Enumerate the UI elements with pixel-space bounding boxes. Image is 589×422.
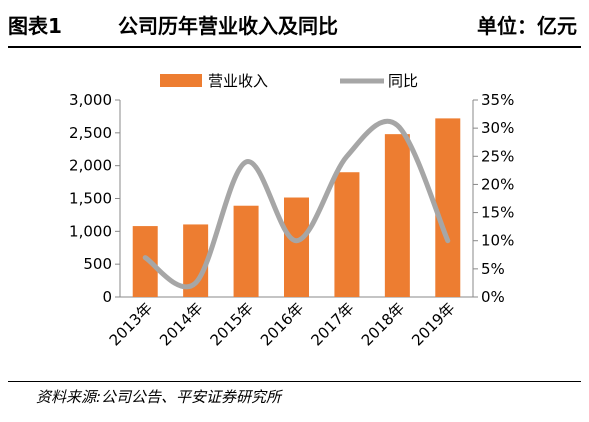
revenue-bar xyxy=(384,134,410,297)
source-note: 资料来源:公司公告、平安证券研究所 xyxy=(36,388,282,406)
figure-title: 公司历年营业收入及同比 xyxy=(118,13,338,38)
revenue-bar xyxy=(284,197,309,297)
y-right-tick-label: 20% xyxy=(481,175,514,193)
legend: 营业收入 同比 xyxy=(160,72,418,90)
legend-label-revenue: 营业收入 xyxy=(208,72,268,90)
footer-rule xyxy=(8,381,581,382)
legend-swatch-bar xyxy=(160,74,202,87)
legend-label-yoy: 同比 xyxy=(388,72,418,90)
yoy-line-group xyxy=(142,118,451,290)
x-tick-label: 2018年 xyxy=(358,299,408,349)
y-left-tick-label: 500 xyxy=(83,255,112,273)
y-right-tick-label: 0% xyxy=(481,288,505,306)
x-tick-label: 2015年 xyxy=(207,299,257,349)
y-right-tick-label: 25% xyxy=(481,147,514,165)
y-left-tick-label: 3,000 xyxy=(69,91,112,109)
x-tick-label: 2019年 xyxy=(408,299,458,349)
revenue-bar xyxy=(132,226,158,297)
y-left-tick-label: 0 xyxy=(102,288,112,306)
unit-label: 单位：亿元 xyxy=(477,13,577,38)
x-tick-label: 2013年 xyxy=(106,299,156,349)
y-left-tick-label: 1,500 xyxy=(69,190,112,208)
revenue-chart: 营业收入 同比 0 500 1,000 1,500 2,000 2,500 3,000 0% 5… xyxy=(69,72,514,349)
y-right-tick-label: 15% xyxy=(481,204,514,222)
x-tick-label: 2017年 xyxy=(307,299,357,349)
y-left-tick-label: 2,500 xyxy=(69,124,112,142)
x-tick-label: 2016年 xyxy=(257,299,307,349)
y-right-tick-label: 5% xyxy=(481,260,505,278)
y-left-tick-label: 2,000 xyxy=(69,157,112,175)
x-tick-label: 2014年 xyxy=(156,299,206,349)
revenue-bar xyxy=(435,118,461,298)
y-right-tick-label: 10% xyxy=(481,232,514,250)
revenue-bar xyxy=(233,205,259,297)
y-right-tick-label: 30% xyxy=(481,119,514,137)
figure-header: 图表1 公司历年营业收入及同比 单位：亿元 xyxy=(8,2,581,46)
revenue-bar xyxy=(334,172,360,297)
header-rule xyxy=(8,46,581,48)
figure-label: 图表1 xyxy=(8,13,62,38)
y-left-tick-label: 1,000 xyxy=(69,222,112,240)
y-right-tick-label: 35% xyxy=(481,91,514,109)
